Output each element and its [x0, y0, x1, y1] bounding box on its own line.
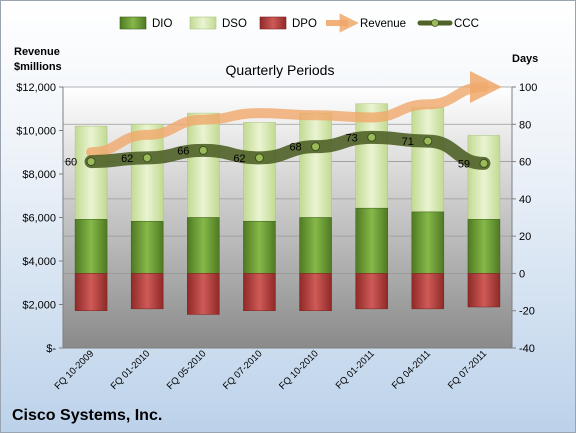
- dio-bar: [411, 211, 445, 274]
- ccc-data-label: 71: [402, 136, 414, 148]
- legend-marker: [431, 19, 439, 27]
- ccc-data-label: 59: [458, 158, 470, 170]
- x-tick-label: FQ 04-2011: [390, 348, 433, 391]
- dio-bar: [243, 220, 276, 274]
- legend-label: DIO: [152, 18, 173, 30]
- x-tick-label: FQ 01-2011: [334, 348, 377, 391]
- right-tick-label: 60: [519, 157, 531, 169]
- left-axis-title-line1: Revenue: [14, 46, 60, 58]
- legend-label: DPO: [292, 18, 317, 30]
- legend-label: CCC: [454, 18, 479, 30]
- right-tick-label: 100: [519, 82, 537, 94]
- ccc-data-label: 66: [177, 145, 189, 157]
- dio-bar: [355, 207, 388, 274]
- ccc-data-label: 62: [233, 153, 245, 165]
- left-tick-label: $4,000: [22, 256, 56, 268]
- legend-label: Revenue: [360, 18, 406, 30]
- dso-bar: [299, 112, 332, 218]
- dio-bar: [74, 219, 108, 274]
- x-tick-label: FQ 01-2010: [109, 348, 153, 392]
- dio-bar: [187, 217, 220, 274]
- dpo-bar: [467, 273, 501, 308]
- ccc-point: [311, 142, 321, 152]
- ccc-point: [367, 132, 377, 142]
- left-tick-label: $8,000: [22, 169, 56, 181]
- left-tick-label: $12,000: [16, 82, 56, 94]
- x-tick-label: FQ 07-2010: [221, 348, 265, 392]
- dpo-bar: [187, 273, 220, 315]
- ccc-point: [423, 136, 433, 146]
- dso-bar: [467, 135, 501, 220]
- dio-bar: [130, 220, 164, 274]
- left-axis-title-line2: $millions: [14, 61, 62, 73]
- dpo-bar: [74, 273, 108, 311]
- dpo-bar: [411, 273, 445, 310]
- dpo-bar: [299, 273, 332, 311]
- ccc-point: [86, 157, 96, 167]
- dpo-bar: [243, 273, 276, 311]
- dpo-bar: [130, 273, 164, 310]
- legend-swatch: [259, 16, 287, 30]
- dio-bar: [467, 219, 501, 274]
- legend-swatch: [189, 16, 217, 30]
- legend-swatch: [119, 16, 147, 30]
- left-tick-label: $6,000: [22, 213, 56, 225]
- x-tick-label: FQ 10-2010: [277, 348, 321, 392]
- ccc-point: [254, 153, 264, 163]
- dso-bar: [74, 125, 108, 220]
- plot-area: [63, 87, 512, 348]
- chart-title: Quarterly Periods: [226, 62, 335, 78]
- right-tick-label: 20: [519, 231, 531, 243]
- x-tick-label: FQ 05-2010: [165, 348, 209, 392]
- ccc-data-label: 62: [121, 153, 133, 165]
- right-tick-label: -40: [519, 343, 535, 355]
- x-tick-label: FQ 10-2009: [53, 348, 97, 392]
- company-name: Cisco Systems, Inc.: [12, 407, 162, 424]
- right-tick-label: 0: [519, 268, 525, 280]
- right-axis-title: Days: [512, 53, 538, 65]
- legend-label: DSO: [222, 18, 247, 30]
- left-tick-label: $10,000: [16, 126, 56, 138]
- revenue-series-line: [86, 71, 502, 158]
- left-tick-label: $2,000: [22, 300, 56, 312]
- dso-bar: [187, 112, 220, 218]
- right-tick-label: -20: [519, 306, 535, 318]
- left-tick-label: $-: [46, 343, 56, 355]
- right-tick-label: 80: [519, 119, 531, 131]
- dpo-bar: [355, 273, 388, 310]
- dso-bar: [243, 122, 276, 222]
- ccc-point: [198, 145, 208, 155]
- ccc-point: [479, 158, 489, 168]
- dio-bar: [299, 217, 332, 274]
- right-tick-label: 40: [519, 194, 531, 206]
- ccc-data-label: 73: [346, 132, 358, 144]
- ccc-data-label: 68: [289, 142, 301, 154]
- ccc-point: [142, 153, 152, 163]
- dso-bar: [411, 107, 445, 213]
- ccc-data-label: 60: [65, 157, 77, 169]
- x-tick-label: FQ 07-2011: [446, 348, 489, 391]
